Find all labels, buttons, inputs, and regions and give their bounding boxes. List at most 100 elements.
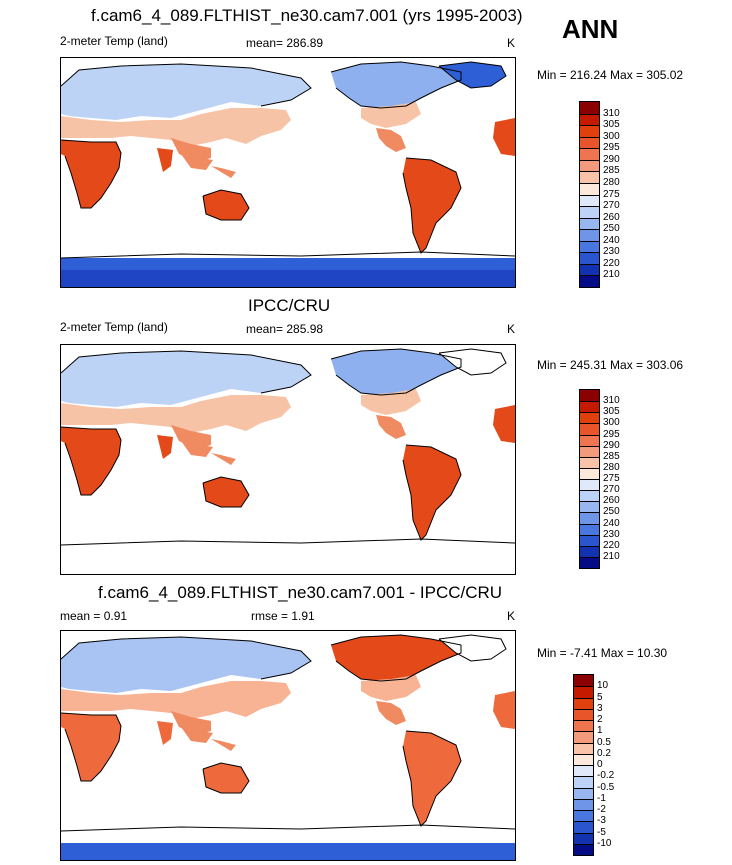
- colorbar-label: 230: [603, 246, 620, 258]
- colorbar-swatch: [580, 125, 599, 137]
- colorbar-label: 260: [603, 211, 620, 223]
- colorbar-swatch: [580, 275, 599, 287]
- land-region: [493, 691, 515, 729]
- colorbar-swatch: [580, 467, 599, 479]
- land-region: [331, 635, 461, 681]
- land-region: [376, 701, 406, 725]
- coastline: [61, 63, 312, 107]
- colorbar-swatch: [580, 456, 599, 468]
- season-label: ANN: [562, 14, 619, 44]
- colorbar-label: 230: [603, 528, 620, 540]
- colorbar-label: 270: [603, 484, 620, 496]
- coastline: [202, 189, 250, 221]
- panel-1-units: K: [507, 36, 516, 50]
- land-region: [361, 389, 421, 415]
- colorbar-label: 300: [603, 130, 620, 142]
- coastline: [202, 476, 250, 508]
- coastline: [61, 636, 312, 680]
- land-region: [331, 62, 461, 108]
- colorbar-swatch: [580, 182, 599, 195]
- colorbar-label: 275: [603, 188, 620, 200]
- colorbar-label: 0: [597, 759, 603, 770]
- world-map-graphic: [61, 61, 515, 287]
- land-region: [61, 140, 121, 208]
- colorbar-label: 300: [603, 417, 620, 429]
- land-region: [181, 154, 213, 170]
- colorbar-swatch: [580, 512, 599, 524]
- land-region: [331, 349, 461, 395]
- panel-1-variable: 2-meter Temp (land): [60, 34, 168, 48]
- land-region: [403, 731, 461, 826]
- colorbar-swatch: [580, 445, 599, 457]
- colorbar-label: 3: [597, 702, 603, 714]
- coastline: [330, 634, 462, 682]
- colorbar-label: 310: [603, 107, 620, 119]
- colorbar-swatch: [574, 731, 593, 743]
- colorbar-swatch: [580, 229, 599, 241]
- colorbar-swatch: [580, 171, 599, 183]
- colorbar-label: 2: [597, 714, 603, 725]
- land-region: [61, 843, 515, 860]
- world-map-graphic: [61, 634, 515, 860]
- colorbar-label: 250: [603, 223, 620, 235]
- colorbar-label: 310: [603, 395, 620, 407]
- land-region: [376, 415, 406, 439]
- coastline: [438, 348, 507, 376]
- colorbar-swatch: [580, 113, 599, 126]
- colorbar-label: 295: [603, 428, 620, 440]
- land-region: [61, 637, 311, 693]
- land-region: [61, 270, 515, 287]
- colorbar-label: 290: [603, 153, 620, 165]
- colorbar-label: 210: [603, 269, 620, 281]
- coastline: [61, 824, 515, 832]
- panel-3-rmse: rmse = 1.91: [251, 609, 315, 623]
- colorbar-swatch: [580, 556, 599, 568]
- land-region: [211, 739, 236, 751]
- panel-3-map: [60, 630, 516, 861]
- land-region: [203, 477, 249, 507]
- land-region: [61, 427, 121, 495]
- colorbar-swatch: [580, 159, 599, 172]
- colorbar-label: 285: [603, 165, 620, 177]
- colorbar-label: 1: [597, 725, 603, 737]
- colorbar-swatch: [580, 136, 599, 149]
- coastline: [202, 762, 250, 794]
- colorbar-label: 240: [603, 234, 620, 246]
- land-region: [403, 445, 461, 540]
- colorbar-swatch: [574, 708, 593, 720]
- colorbar-label: 220: [603, 539, 620, 551]
- land-region: [61, 64, 311, 120]
- colorbar-label: 285: [603, 450, 620, 462]
- coastline: [402, 444, 462, 541]
- coastline: [330, 61, 462, 109]
- colorbar-label: 295: [603, 142, 620, 154]
- panel-1-colorbar: 310 305 300 295 290 285 280 275 270 260 250 240 230 2…: [579, 101, 620, 288]
- colorbar-swatch: [574, 798, 593, 810]
- colorbar-label: 290: [603, 439, 620, 451]
- land-region: [211, 166, 236, 178]
- colorbar-label: 250: [603, 506, 620, 518]
- coastline: [61, 139, 122, 209]
- land-region: [361, 102, 421, 128]
- land-region: [211, 453, 236, 465]
- colorbar-label: -0.2: [597, 770, 615, 782]
- colorbar-swatch: [580, 501, 599, 513]
- panel-1-title: f.cam6_4_089.FLTHIST_ne30.cam7.001 (yrs …: [91, 6, 523, 25]
- panel-2-title: IPCC/CRU: [248, 296, 331, 315]
- colorbar-label: 260: [603, 495, 620, 507]
- land-region: [61, 351, 311, 407]
- colorbar-label: -10: [597, 837, 612, 849]
- colorbar-label: -1: [597, 792, 606, 804]
- colorbar-swatch: [580, 263, 599, 276]
- land-region: [493, 405, 515, 443]
- land-region: [493, 118, 515, 156]
- colorbar-swatch: [580, 148, 599, 160]
- colorbar-swatch: [580, 479, 599, 491]
- coastline: [61, 251, 515, 259]
- world-map-graphic: [61, 348, 515, 574]
- coastline: [61, 712, 122, 782]
- colorbar-label: 305: [603, 406, 620, 418]
- colorbar-label: 0.2: [597, 747, 611, 759]
- panel-2-colorbar: 310 305 300 295 290 285 280 275 270 260 250 240 230 2…: [579, 389, 620, 569]
- land-region: [171, 425, 211, 449]
